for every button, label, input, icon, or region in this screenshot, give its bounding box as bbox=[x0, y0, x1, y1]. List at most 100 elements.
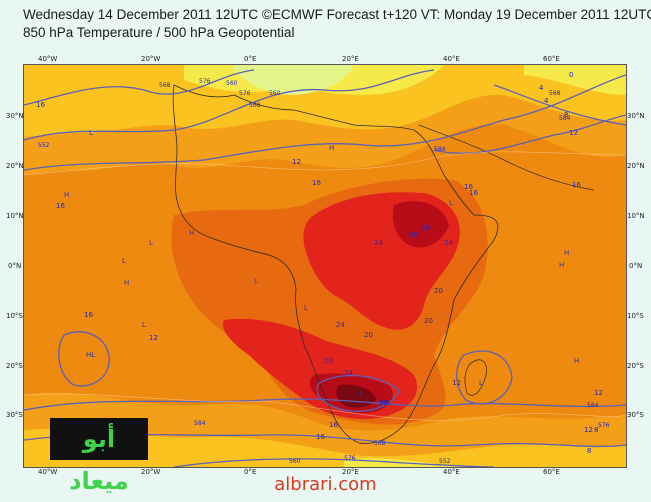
lat-label-right: 30°N bbox=[627, 112, 645, 120]
high-low-pressure-mark: HL bbox=[86, 351, 95, 359]
contour-label: 12 bbox=[149, 334, 158, 342]
geopotential-label: 576 bbox=[239, 90, 251, 97]
lat-label-left: 0°N bbox=[8, 262, 22, 270]
temperature-contour bbox=[24, 393, 626, 421]
contour-label: 8 bbox=[587, 447, 591, 455]
geopotential-contour bbox=[24, 398, 626, 411]
contour-label: 4 bbox=[544, 97, 549, 105]
contour-label: 12 bbox=[292, 158, 301, 166]
temperature-field-svg: 16 12 16 16 12 16 20 24 20 24 28 24 20 1… bbox=[24, 65, 626, 467]
low-pressure-mark: L bbox=[122, 257, 126, 265]
geopotential-label: 584 bbox=[379, 400, 391, 407]
geopotential-label: 584 bbox=[434, 146, 446, 153]
temperature-contour bbox=[24, 151, 626, 176]
lon-label-top: 60°E bbox=[543, 55, 560, 63]
geopotential-contour bbox=[24, 69, 435, 141]
low-pressure-mark: L bbox=[89, 129, 93, 137]
temp-band-8-south bbox=[24, 428, 626, 467]
africa-coastline bbox=[172, 84, 499, 444]
contour-label: 16 bbox=[316, 433, 325, 441]
temp-band-28-ethiopia bbox=[392, 201, 449, 248]
lon-label-top: 0°E bbox=[244, 55, 257, 63]
high-pressure-mark: H bbox=[574, 357, 579, 365]
geopotential-contour bbox=[456, 350, 513, 405]
geopotential-label: 568 bbox=[374, 440, 386, 447]
arabia-coastline bbox=[418, 124, 595, 191]
low-pressure-mark: L bbox=[254, 277, 258, 285]
geopotential-contour bbox=[316, 374, 400, 412]
temp-band-4-east bbox=[524, 65, 626, 95]
lat-label-left: 10°S bbox=[6, 312, 23, 320]
geopotential-label: 584 bbox=[587, 402, 599, 409]
geopotential-label: 576 bbox=[598, 422, 610, 429]
geopotential-label: 568 bbox=[159, 82, 171, 89]
lon-label-bottom: 40°E bbox=[443, 468, 460, 476]
low-pressure-mark: L bbox=[142, 321, 146, 329]
map-title: Wednesday 14 December 2011 12UTC ©ECMWF … bbox=[23, 7, 651, 22]
high-pressure-mark: H bbox=[189, 229, 194, 237]
site-url[interactable]: albrari.com bbox=[274, 474, 377, 495]
lat-label-right: 30°S bbox=[627, 411, 644, 419]
lon-label-bottom: 40°W bbox=[38, 468, 58, 476]
contour-label: 20 bbox=[379, 399, 388, 407]
contour-label: 0 bbox=[569, 71, 573, 79]
high-pressure-mark: H bbox=[124, 279, 129, 287]
lon-label-bottom: 0°E bbox=[244, 468, 257, 476]
low-pressure-mark: L bbox=[449, 199, 453, 207]
lon-label-bottom: 60°E bbox=[543, 468, 560, 476]
geopotential-contour bbox=[173, 458, 495, 467]
geopotential-label: 560 bbox=[269, 90, 281, 97]
geopotential-label: 576 bbox=[344, 455, 356, 462]
lat-label-left: 20°N bbox=[6, 162, 24, 170]
lon-label-top: 20°E bbox=[342, 55, 359, 63]
geopotential-label: 576 bbox=[199, 78, 211, 85]
low-pressure-mark: L bbox=[479, 379, 483, 387]
lat-label-left: 30°S bbox=[6, 411, 23, 419]
contour-label: 12 bbox=[584, 426, 593, 434]
contour-label: 16 bbox=[312, 179, 321, 187]
contour-label: 12 bbox=[452, 379, 461, 387]
contour-label: 16 bbox=[36, 101, 45, 109]
geopotential-labels: 552 568 576 584 584 576 568 560 552 584 … bbox=[38, 78, 610, 465]
geopotential-contour bbox=[24, 69, 255, 106]
lat-label-right: 0°N bbox=[629, 262, 643, 270]
madagascar-coastline bbox=[464, 359, 487, 396]
lat-label-left: 10°N bbox=[6, 212, 24, 220]
geopotential-label: 584 bbox=[194, 420, 206, 427]
lat-label-right: 10°N bbox=[627, 212, 645, 220]
temperature-contours bbox=[24, 151, 626, 421]
contour-label: 8 bbox=[594, 426, 598, 434]
contour-label: 24 bbox=[374, 239, 383, 247]
contour-label: 16 bbox=[464, 183, 473, 191]
contour-label: 24 bbox=[344, 369, 353, 377]
pressure-marks: L L L L L L L H H H H H H H HL L L bbox=[64, 129, 579, 397]
contour-label: 20 bbox=[409, 231, 418, 239]
geopotential-label: 560 bbox=[289, 458, 301, 465]
arabic-logo: أبو ميعاد bbox=[50, 418, 148, 495]
map-subtitle: 850 hPa Temperature / 500 hPa Geopotenti… bbox=[23, 25, 295, 40]
contour-label: 16 bbox=[84, 311, 93, 319]
geopotential-contour bbox=[24, 74, 626, 171]
lat-label-right: 10°S bbox=[627, 312, 644, 320]
contour-label: 16 bbox=[56, 202, 65, 210]
lon-label-bottom: 20°W bbox=[141, 468, 161, 476]
contour-labels: 16 12 16 16 12 16 20 24 20 24 28 24 20 1… bbox=[36, 71, 603, 455]
geopotential-label: 568 bbox=[249, 102, 261, 109]
contour-label: 16 bbox=[329, 421, 338, 429]
temp-band-madagascar bbox=[448, 350, 504, 406]
lon-label-top: 40°W bbox=[38, 55, 58, 63]
contour-label: 24 bbox=[336, 321, 345, 329]
contour-label: 20 bbox=[434, 287, 443, 295]
geopotential-label: 552 bbox=[439, 458, 451, 465]
geopotential-contours bbox=[24, 69, 626, 467]
lon-label-top: 40°E bbox=[443, 55, 460, 63]
geopotential-label: 568 bbox=[549, 90, 561, 97]
contour-label: 16 bbox=[469, 189, 478, 197]
contour-label: 16 bbox=[572, 181, 581, 189]
high-pressure-mark: H bbox=[64, 191, 69, 199]
temp-band-0 bbox=[234, 65, 354, 95]
high-pressure-mark: H bbox=[559, 261, 564, 269]
high-pressure-mark: H bbox=[329, 144, 334, 152]
lat-label-right: 20°S bbox=[627, 362, 644, 370]
low-pressure-mark: L bbox=[359, 389, 363, 397]
